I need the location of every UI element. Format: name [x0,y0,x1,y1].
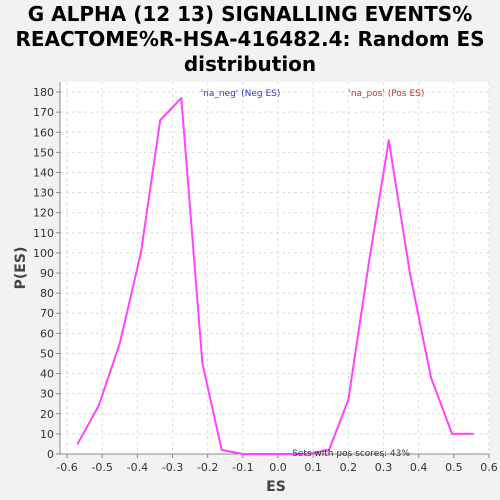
y-tick-label: 40 [40,368,54,381]
chart-title-line: REACTOME%R-HSA-416482.4: Random ES [15,27,485,51]
data-point [76,443,79,445]
y-tick-label: 60 [40,327,54,340]
data-point [220,449,223,451]
data-point [409,272,411,274]
y-tick-label: 180 [33,86,54,99]
data-point [201,362,204,365]
y-tick-label: 110 [33,227,54,240]
y-tick-label: 160 [33,126,54,139]
y-tick-label: 10 [40,428,54,441]
data-point [472,433,474,435]
data-point [242,453,244,455]
data-point [451,433,453,435]
chart-title: G ALPHA (12 13) SIGNALLING EVENTS% REACT… [0,2,500,77]
x-axis-ticks: -0.6 -0.5 -0.4 -0.3 -0.2 -0.1 0.0 0.1 0.2 0.3 0.4 0… [56,454,498,474]
series-group [76,97,474,455]
x-tick-label: -0.2 [197,461,218,474]
x-tick-label: 0.1 [304,461,322,474]
y-tick-label: 20 [40,408,54,421]
annotation-label: Sets with pos scores: 43% [292,449,410,459]
data-point [368,258,371,260]
y-axis-label: P(ES) [13,247,29,290]
x-tick-label: 0.5 [445,461,463,474]
data-point [118,342,121,345]
y-tick-label: 130 [33,187,54,200]
y-tick-label: 50 [40,347,54,360]
data-point [263,453,265,455]
y-tick-label: 170 [33,106,54,119]
data-point [284,453,286,455]
x-tick-label: 0.0 [269,461,287,474]
y-tick-label: 140 [33,166,54,179]
data-point [387,139,390,142]
x-tick-label: 0.3 [375,461,393,474]
data-point [159,119,162,122]
x-tick-label: -0.4 [127,461,148,474]
y-tick-label: 150 [33,146,54,159]
data-point [97,404,100,407]
data-point [347,398,350,401]
y-tick-label: 30 [40,388,54,401]
y-tick-label: 100 [33,247,54,260]
x-tick-label: -0.1 [232,461,253,474]
data-point [328,449,330,451]
x-tick-label: 0.2 [340,461,358,474]
series-line [76,97,474,455]
x-tick-label: -0.5 [91,461,112,474]
y-tick-label: 80 [40,287,54,300]
y-axis-ticks: 0 10 20 30 40 50 60 70 80 90 100 110 120 130 140 150 160… [33,86,60,461]
x-tick-label: 0.4 [410,461,428,474]
grid [60,82,490,455]
data-point [305,453,307,455]
annotation-label: 'na_neg' (Neg ES) [201,89,281,99]
x-axis-label: ES [266,479,286,495]
annotations: 'na_neg' (Neg ES) 'na_pos' (Pos ES) Sets w… [201,89,425,459]
data-point [180,97,183,99]
chart-title-line: G ALPHA (12 13) SIGNALLING EVENTS% [27,2,473,26]
y-tick-label: 0 [47,448,54,461]
x-tick-label: -0.6 [56,461,77,474]
chart-title-line: distribution [183,52,317,76]
plot-area [60,82,489,454]
y-tick-label: 70 [40,307,54,320]
annotation-label: 'na_pos' (Pos ES) [348,89,424,99]
y-tick-label: 120 [33,207,54,220]
x-tick-label: 0.6 [480,461,498,474]
data-point [430,376,432,379]
data-point [140,252,142,254]
y-tick-label: 90 [40,267,54,280]
x-tick-label: -0.3 [162,461,183,474]
